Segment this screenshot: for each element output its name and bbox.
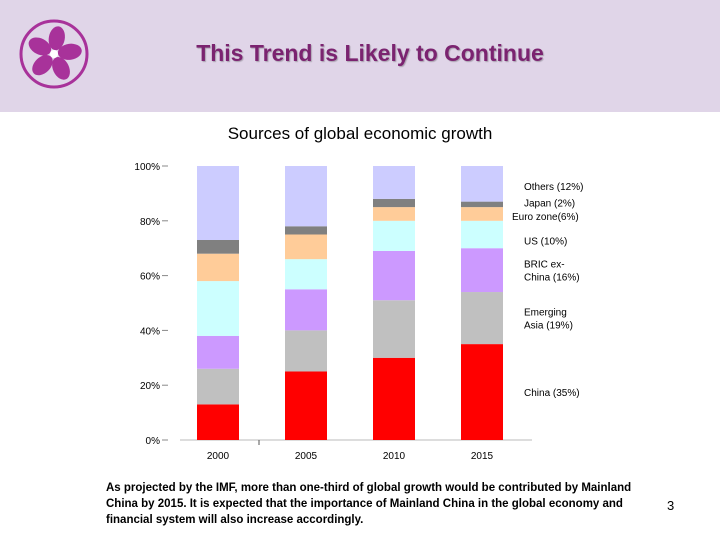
bar-segment	[461, 220, 503, 249]
bar-segment	[461, 207, 503, 221]
bar-segment	[461, 292, 503, 345]
bar-segment	[197, 335, 239, 369]
bar-segment	[461, 166, 503, 202]
bar-segment	[197, 368, 239, 405]
y-tick-label: 20%	[140, 381, 160, 392]
y-tick-label: 40%	[140, 326, 160, 337]
legend-label: Japan (2%)	[524, 198, 575, 209]
bar-segment	[285, 289, 327, 331]
legend-label: China (16%)	[524, 273, 580, 284]
bar-segment	[373, 207, 415, 221]
bar-segment	[373, 250, 415, 301]
legend-label: Others (12%)	[524, 182, 583, 193]
bar-segment	[373, 357, 415, 440]
legend-label: Emerging	[524, 308, 567, 319]
bar-segment	[373, 198, 415, 208]
bar-segment	[285, 166, 327, 227]
bar-segment	[197, 239, 239, 254]
legend-label: Asia (19%)	[524, 321, 573, 332]
bar-segment	[197, 281, 239, 336]
x-tick-label: 2015	[471, 451, 494, 462]
bar-segment	[285, 330, 327, 372]
bar-segment	[197, 404, 239, 440]
y-tick-label: 0%	[146, 436, 161, 447]
bar-segment	[373, 166, 415, 199]
legend-label: BRIC ex-	[524, 260, 565, 271]
chart-title: Sources of global economic growth	[227, 124, 493, 143]
bar-segment	[461, 201, 503, 208]
y-tick-label: 80%	[140, 217, 160, 228]
y-tick-label: 100%	[134, 162, 160, 173]
bar-segment	[373, 220, 415, 251]
bar-segment	[285, 226, 327, 235]
y-tick-label: 60%	[140, 272, 160, 283]
x-tick-label: 2010	[383, 451, 406, 462]
bar-segment	[461, 344, 503, 440]
legend-label: US (10%)	[524, 237, 567, 248]
bar-segment	[461, 248, 503, 293]
bar-segment	[197, 166, 239, 240]
slide-caption: As projected by the IMF, more than one-t…	[106, 482, 632, 526]
x-tick-label: 2005	[295, 451, 318, 462]
legend-label: China (35%)	[524, 388, 580, 399]
bar-segment	[285, 371, 327, 440]
bar-segment	[285, 259, 327, 290]
bauhinia-logo-icon	[19, 19, 89, 89]
bar-segment	[285, 234, 327, 260]
legend-label: Euro zone(6%)	[512, 212, 579, 223]
slide-title: This Trend is Likely to Continue	[196, 40, 544, 66]
x-tick-label: 2000	[207, 451, 230, 462]
bar-segment	[197, 253, 239, 282]
page-number: 3	[667, 498, 675, 513]
bar-segment	[373, 300, 415, 358]
header-band	[0, 0, 720, 112]
